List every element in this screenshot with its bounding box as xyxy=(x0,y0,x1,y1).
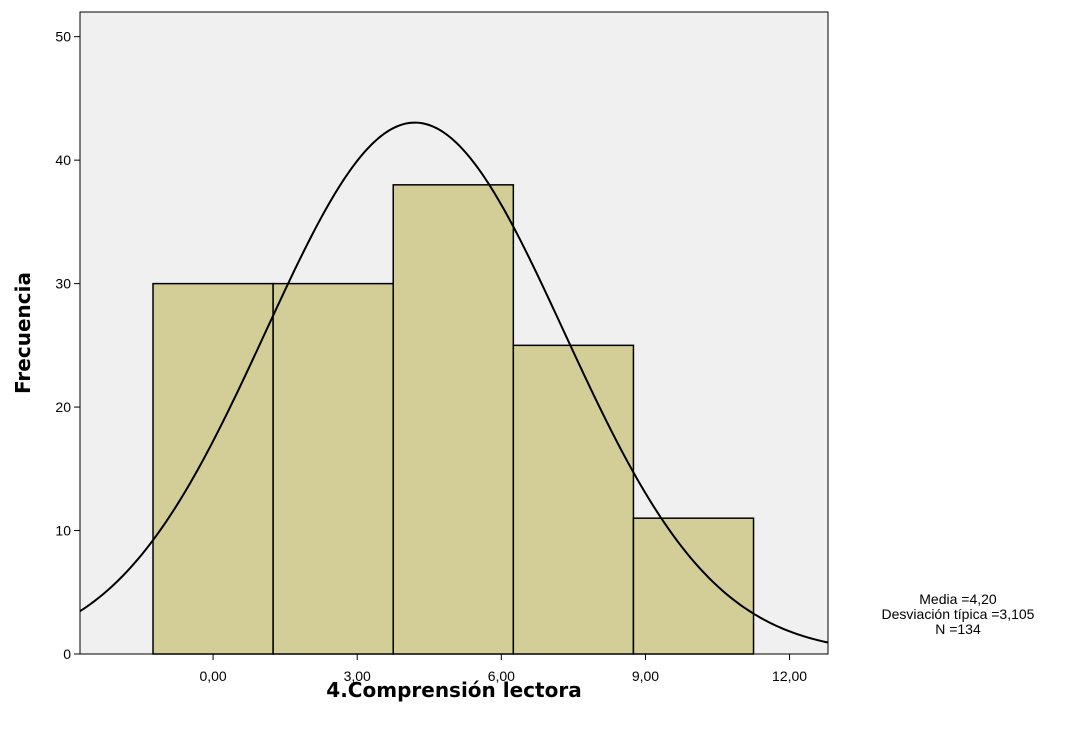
histogram-bar-2 xyxy=(392,184,515,655)
histogram-bar-0 xyxy=(152,282,274,655)
normal-curve xyxy=(79,121,829,644)
x-tick-label-1: 3,00 xyxy=(344,668,371,684)
y-axis-title: Frecuencia xyxy=(11,272,35,394)
x-axis-title: 4.Comprensión lectora xyxy=(326,678,581,702)
y-tick-label-0: 0 xyxy=(63,646,71,662)
y-tick-label-3: 30 xyxy=(55,276,71,292)
y-tick-label-4: 40 xyxy=(55,152,71,168)
stats-mean: Media =4,20 xyxy=(919,591,997,607)
bars-group xyxy=(152,184,755,655)
y-tick-label-1: 10 xyxy=(55,523,71,539)
histogram-bar-3 xyxy=(512,344,635,655)
x-tick-label-0: 0,00 xyxy=(199,668,226,684)
y-tick-label-5: 50 xyxy=(55,29,71,45)
x-tick-label-3: 9,00 xyxy=(632,668,659,684)
histogram-bar-4 xyxy=(632,517,755,655)
stats-n: N =134 xyxy=(935,621,981,637)
stats-std-dev: Desviación típica =3,105 xyxy=(882,606,1035,622)
x-axis: 0,00 3,00 6,00 9,00 12,00 xyxy=(199,654,807,684)
x-tick-label-2: 6,00 xyxy=(488,668,515,684)
y-axis: 0 10 20 30 40 50 xyxy=(55,29,80,662)
histogram-bar-1 xyxy=(272,282,394,655)
x-tick-label-4: 12,00 xyxy=(772,668,807,684)
y-tick-label-2: 20 xyxy=(55,399,71,415)
